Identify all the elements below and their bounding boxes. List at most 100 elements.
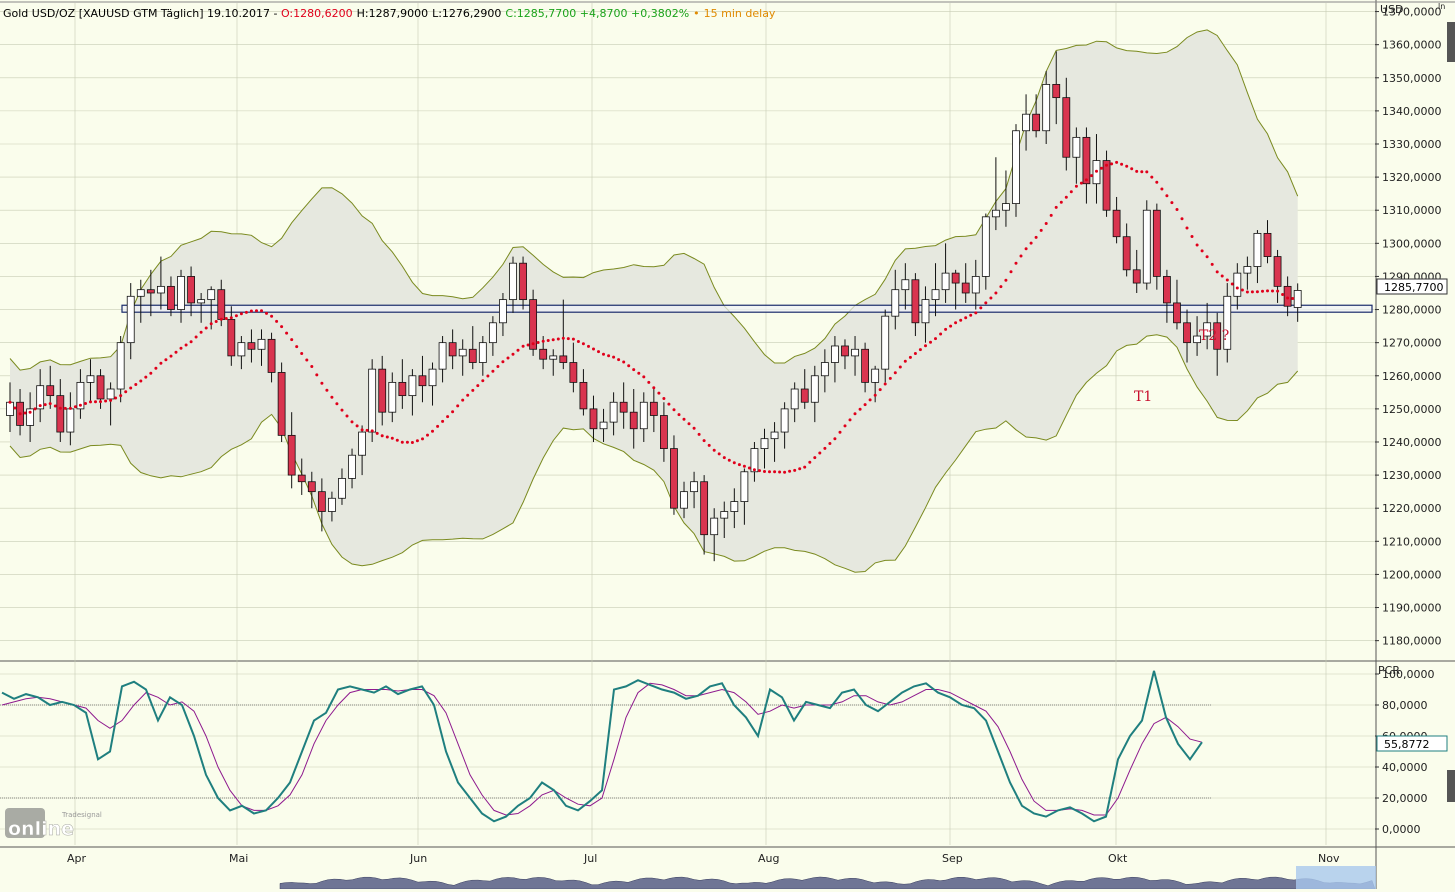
ma-dot <box>174 350 178 354</box>
candle-body <box>509 262 517 301</box>
candle-body <box>519 262 527 301</box>
ma-dot <box>984 301 988 305</box>
ma-dot <box>576 340 580 343</box>
candle-body <box>388 381 397 413</box>
candle-body <box>156 285 165 294</box>
candle <box>297 458 306 495</box>
ma-dot <box>622 360 626 364</box>
ma-dot <box>1059 200 1063 204</box>
candle <box>1122 223 1131 277</box>
price-tick-label: 1340,0000 <box>1382 105 1442 118</box>
candle-body <box>820 362 829 377</box>
candle-body <box>96 375 105 400</box>
candle <box>810 365 819 423</box>
candle-body <box>468 348 477 363</box>
ma-dot <box>124 390 128 394</box>
oscillator-tick-label: 40,0000 <box>1382 761 1428 774</box>
ma-dot <box>788 469 792 473</box>
candle <box>1233 263 1242 310</box>
ma-dot <box>1115 160 1119 164</box>
ma-dot <box>1155 180 1159 184</box>
candle <box>1173 279 1181 330</box>
candle-body <box>831 345 839 363</box>
candle-body <box>1002 203 1010 211</box>
candle <box>750 441 759 482</box>
ma-dot <box>315 373 319 377</box>
month-label: Apr <box>67 852 87 865</box>
ma-dot <box>330 395 334 399</box>
candle-body <box>639 401 648 430</box>
candle-body <box>338 478 346 499</box>
candle <box>629 389 638 449</box>
band-fill <box>10 29 1298 573</box>
ma-dot <box>1165 194 1169 198</box>
month-label: Nov <box>1318 852 1340 865</box>
candle <box>730 488 739 529</box>
price-tick-label: 1350,0000 <box>1382 72 1442 85</box>
candle-body <box>589 408 598 430</box>
ma-dot <box>1145 170 1149 174</box>
price-tick-label: 1300,0000 <box>1382 237 1442 250</box>
ma-dot <box>144 375 148 379</box>
candle-body <box>287 434 296 476</box>
candle <box>509 256 517 313</box>
candle-body <box>66 408 75 433</box>
support-zone <box>121 304 1373 313</box>
candle <box>1062 77 1071 171</box>
ma-dot <box>813 456 817 460</box>
ma-dot <box>863 403 867 407</box>
header-high: H:1287,9000 <box>357 7 428 20</box>
ma-dot <box>1266 289 1269 293</box>
price-scroll-handle[interactable] <box>1447 22 1455 62</box>
header-dash: - <box>270 7 281 20</box>
ma-dot <box>209 322 213 326</box>
candle <box>438 336 447 383</box>
ma-dot <box>934 337 937 341</box>
ma-dot <box>285 331 289 335</box>
ma-dot <box>73 405 77 409</box>
ma-dot <box>742 464 746 468</box>
ma-dot <box>486 374 490 378</box>
ma-dot <box>466 393 470 397</box>
candle-body <box>569 362 578 383</box>
ma-dot <box>1014 261 1018 265</box>
candle <box>931 263 940 317</box>
candle-body <box>539 348 548 360</box>
candle-body <box>1213 322 1222 350</box>
candle <box>116 336 125 403</box>
band-upper <box>9 29 1299 371</box>
ma-dot <box>1079 181 1083 185</box>
candle <box>418 355 427 403</box>
candle-body <box>1152 209 1161 277</box>
candle <box>820 349 829 393</box>
oscillator-scroll-handle[interactable] <box>1447 770 1455 802</box>
ma-dot <box>355 424 359 428</box>
candle <box>1112 196 1121 244</box>
candle-body <box>800 388 809 403</box>
ma-dot <box>908 355 912 359</box>
ma-dot <box>1024 247 1028 251</box>
candle-body <box>921 299 930 324</box>
ma-dot <box>1200 249 1204 253</box>
ma-dot <box>1235 286 1239 290</box>
candle <box>710 508 719 562</box>
candle <box>881 309 890 383</box>
header-close: C:1285,7700 +4,8700 +0,3802% <box>505 7 689 20</box>
ma-dot <box>410 441 414 444</box>
ma-dot <box>697 432 701 436</box>
month-label: Jun <box>409 852 427 865</box>
candle-body <box>1142 209 1151 284</box>
ma-dot <box>431 429 434 433</box>
ma-dot <box>1210 262 1214 266</box>
price-tick-label: 1250,0000 <box>1382 403 1442 416</box>
ma-dot <box>491 369 495 373</box>
candle <box>1052 51 1061 125</box>
candle <box>1223 283 1232 363</box>
candle-body <box>991 209 1000 218</box>
ma-dot <box>828 442 832 445</box>
ma-dot <box>752 468 756 472</box>
candle-body <box>136 289 145 297</box>
candle <box>1263 220 1272 264</box>
ma-dot <box>823 446 827 450</box>
